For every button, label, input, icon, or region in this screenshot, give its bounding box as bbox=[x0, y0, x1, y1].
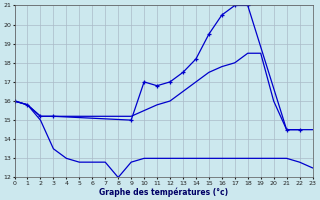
X-axis label: Graphe des températures (°c): Graphe des températures (°c) bbox=[99, 187, 228, 197]
